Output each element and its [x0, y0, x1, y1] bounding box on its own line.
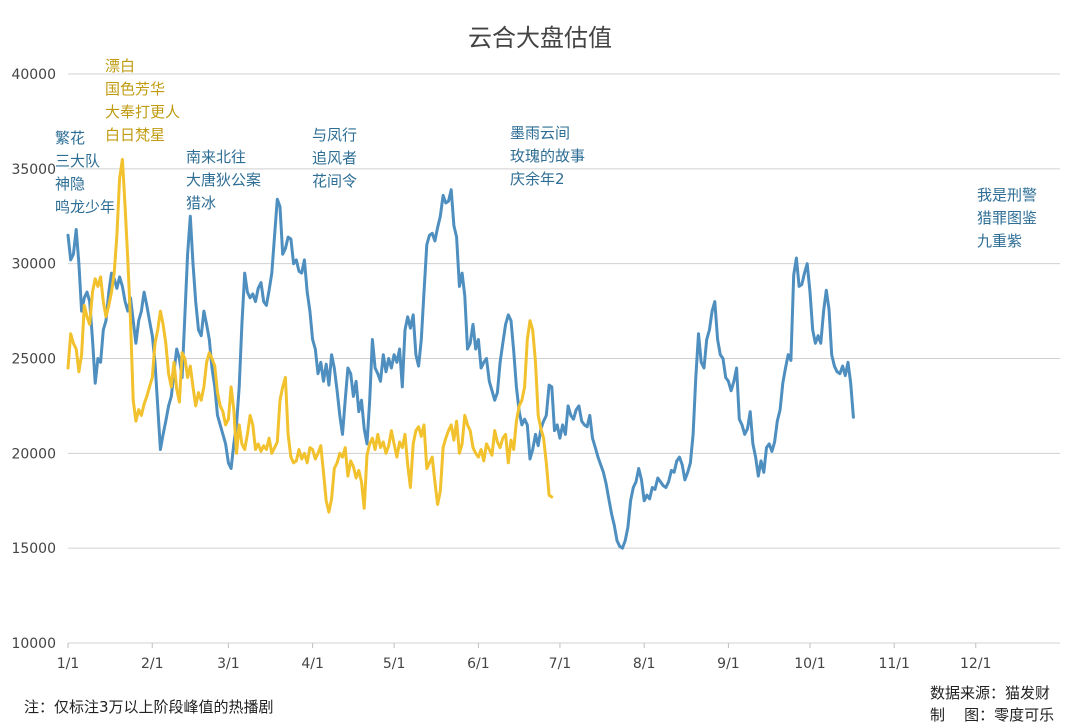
x-tick-label: 5/1 — [383, 656, 406, 672]
annotation-label: 漂白国色芳华大奉打更人白日梵星 — [105, 55, 180, 147]
annotation-line: 鸣龙少年 — [55, 198, 116, 216]
annotation-label: 我是刑警猎罪图鉴九重紫 — [977, 184, 1037, 253]
chart-maker-credit: 制 图：零度可乐 — [930, 706, 1055, 724]
y-tick-label: 10000 — [11, 636, 56, 652]
y-tick-label: 40000 — [11, 67, 56, 83]
annotation-line: 我是刑警 — [977, 186, 1038, 204]
x-tick-label: 4/1 — [301, 656, 324, 672]
y-tick-label: 20000 — [11, 446, 56, 462]
y-tick-label: 25000 — [11, 352, 56, 368]
data-source-credit: 数据来源：猫发财 — [930, 684, 1051, 702]
annotation-line: 国色芳华 — [105, 80, 166, 98]
x-tick-label: 12/1 — [960, 656, 991, 672]
annotation-line: 九重紫 — [977, 232, 1023, 250]
annotation-line: 墨雨云间 — [510, 124, 571, 142]
annotation-label: 南来北往大唐狄公案猎冰 — [186, 146, 261, 215]
x-tick-label: 8/1 — [633, 656, 656, 672]
annotation-line: 追风者 — [312, 149, 358, 167]
annotation-line: 大奉打更人 — [105, 103, 181, 121]
annotation-line: 三大队 — [55, 152, 101, 170]
series-line-2 — [66, 157, 554, 514]
y-tick-label: 35000 — [11, 162, 56, 178]
x-tick-label: 1/1 — [57, 656, 80, 672]
annotation-line: 猎冰 — [186, 194, 217, 212]
annotation-line: 与凤行 — [312, 126, 358, 144]
x-axis: 1/1 2/1 3/1 4/1 5/1 6/1 7/1 8/1 9/1 10/1 11/1 12/1 — [57, 643, 991, 672]
annotation-line: 白日梵星 — [105, 126, 166, 144]
footnote: 注：仅标注3万以上阶段峰值的热播剧 — [24, 698, 274, 716]
x-tick-label: 3/1 — [217, 656, 240, 672]
chart-title: 云合大盘估值 — [468, 24, 612, 52]
x-tick-label: 10/1 — [794, 656, 825, 672]
y-axis: 10000 15000 20000 25000 30000 35000 40000 — [11, 67, 56, 652]
y-tick-label: 15000 — [11, 541, 56, 557]
annotation-line: 庆余年2 — [510, 170, 565, 188]
series-line-1 — [66, 188, 855, 550]
y-tick-label: 30000 — [11, 257, 56, 273]
annotation-line: 漂白 — [105, 57, 136, 75]
annotation-line: 神隐 — [55, 175, 86, 193]
annotation-label: 繁花三大队神隐鸣龙少年 — [55, 127, 115, 219]
series-lines — [66, 157, 855, 550]
x-tick-label: 2/1 — [141, 656, 164, 672]
annotation-label: 墨雨云间玫瑰的故事庆余年2 — [510, 122, 585, 191]
x-tick-label: 6/1 — [467, 656, 490, 672]
annotation-line: 玫瑰的故事 — [510, 147, 586, 165]
x-tick-label: 7/1 — [549, 656, 572, 672]
annotation-line: 大唐狄公案 — [186, 171, 262, 189]
annotation-line: 猎罪图鉴 — [977, 209, 1038, 227]
annotation-line: 南来北往 — [186, 148, 247, 166]
x-tick-label: 11/1 — [878, 656, 909, 672]
annotation-label: 与凤行 追风者 花间令 — [312, 124, 357, 193]
annotation-line: 花间令 — [312, 172, 358, 190]
x-tick-label: 9/1 — [717, 656, 740, 672]
annotation-line: 繁花 — [55, 129, 86, 147]
